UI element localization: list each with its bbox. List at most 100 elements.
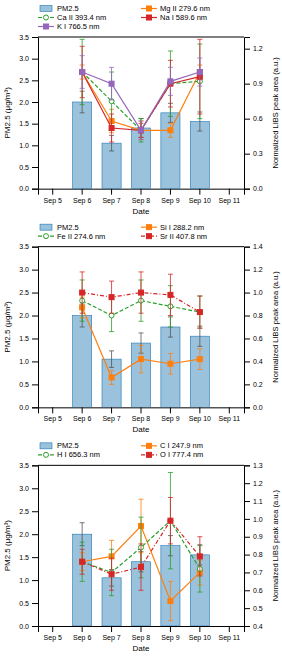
- tick-mark: [32, 270, 38, 271]
- tick-label: 1.5: [19, 554, 29, 561]
- tick: Sep 10: [189, 189, 211, 205]
- marker: [168, 518, 173, 523]
- tick-label: 1.5: [19, 120, 29, 127]
- tick: 0.0: [19, 404, 38, 411]
- tick-label: 0.0: [19, 185, 29, 192]
- tick-mark: [244, 537, 250, 538]
- tick: 0.6: [244, 115, 263, 122]
- marker: [80, 559, 85, 564]
- tick-mark: [170, 189, 171, 195]
- error-bar: [109, 371, 114, 385]
- tick: 1.2: [244, 480, 263, 487]
- tick-mark: [32, 511, 38, 512]
- tick-mark: [244, 407, 250, 408]
- tick-label: Sep 10: [189, 197, 211, 205]
- tick: 2.5: [19, 77, 38, 84]
- tick-mark: [141, 626, 142, 632]
- tick: Sep 9: [161, 407, 179, 423]
- tick: 0.4: [244, 623, 263, 630]
- tick-label: Sep 11: [218, 197, 240, 205]
- tick-mark: [244, 84, 250, 85]
- tick-mark: [229, 407, 230, 413]
- error-bar: [168, 67, 173, 95]
- tick: Sep 10: [189, 626, 211, 642]
- tick-label: Sep 7: [102, 197, 120, 205]
- tick-mark: [32, 167, 38, 168]
- bar: [161, 327, 180, 407]
- error-bar: [139, 121, 144, 140]
- legend-marker: [147, 443, 152, 448]
- tick: Sep 6: [73, 407, 91, 423]
- tick-mark: [244, 49, 250, 50]
- tick-mark: [244, 465, 250, 466]
- tick: Sep 5: [44, 189, 62, 205]
- tick-mark: [244, 247, 250, 248]
- tick: 0.0: [244, 404, 263, 411]
- tick-label: 0.9: [253, 533, 263, 540]
- tick-mark: [82, 189, 83, 195]
- error-bar: [109, 281, 114, 313]
- tick-label: 2.0: [19, 531, 29, 538]
- tick: Sep 6: [73, 189, 91, 205]
- tick: Sep 11: [218, 189, 240, 205]
- plot-area: Sep 5Sep 6Sep 7Sep 8Sep 9Sep 10Sep 110.0…: [19, 243, 263, 423]
- legend-label: PM2.5: [57, 223, 79, 232]
- tick: 1.5: [19, 554, 38, 561]
- tick: 0.5: [244, 605, 263, 612]
- legend-marker: [147, 15, 152, 20]
- tick-mark: [141, 407, 142, 413]
- marker: [80, 70, 85, 75]
- tick-label: 0.0: [19, 404, 29, 411]
- tick-label: Sep 6: [73, 197, 91, 205]
- legend-label: Fe II 274.6 nm: [57, 232, 105, 241]
- tick-label: Sep 7: [102, 634, 120, 642]
- tick: 2.5: [19, 508, 38, 515]
- error-bar: [197, 537, 202, 576]
- tick-mark: [244, 270, 250, 271]
- tick-label: 0.0: [19, 623, 29, 630]
- tick-label: 1.5: [19, 335, 29, 342]
- tick: Sep 8: [132, 407, 150, 423]
- tick-mark: [32, 534, 38, 535]
- bar: [73, 534, 92, 626]
- tick: 1.1: [244, 498, 263, 505]
- tick: 1.0: [244, 516, 263, 523]
- tick: 0.0: [244, 185, 263, 192]
- marker: [109, 81, 114, 86]
- tick-label: 1.2: [253, 266, 263, 273]
- tick-label: Sep 10: [189, 634, 211, 642]
- bar: [73, 102, 92, 189]
- y2-axis: 0.40.50.60.70.80.91.01.11.21.3: [244, 462, 263, 630]
- x-axis: Sep 5Sep 6Sep 7Sep 8Sep 9Sep 10Sep 11: [39, 407, 245, 423]
- y-axis: 0.00.51.01.52.02.53.03.5: [19, 34, 38, 193]
- error-bar: [109, 549, 114, 595]
- tick-mark: [244, 189, 250, 190]
- tick-mark: [32, 407, 38, 408]
- series-line: [80, 56, 203, 140]
- marker: [139, 128, 144, 133]
- axis-line: [32, 38, 39, 190]
- marks: [73, 272, 210, 407]
- tick-label: 0.3: [253, 150, 263, 157]
- tick-mark: [244, 384, 250, 385]
- legend-label: Si I 288.2 nm: [160, 223, 204, 232]
- error-bar: [168, 274, 173, 315]
- tick-mark: [32, 384, 38, 385]
- marker: [139, 357, 144, 362]
- tick-label: 0.8: [253, 312, 263, 319]
- legend-entry: Si I 288.2 nm: [141, 223, 204, 232]
- tick-mark: [111, 626, 112, 632]
- y-axis-title: PM2.5 (μg/m³): [3, 301, 12, 353]
- tick: Sep 11: [218, 626, 240, 642]
- error-bar: [109, 351, 114, 368]
- x-axis-title: Date: [133, 207, 150, 216]
- tick: Sep 7: [102, 626, 120, 642]
- marker: [139, 128, 144, 133]
- x-axis-title: Date: [133, 644, 150, 653]
- bar: [161, 113, 180, 189]
- legend-marker: [147, 234, 152, 239]
- y2-axis: 0.00.30.60.91.2: [244, 38, 263, 193]
- error-bar: [168, 123, 173, 137]
- tick: 3.5: [19, 243, 38, 250]
- tick: Sep 7: [102, 189, 120, 205]
